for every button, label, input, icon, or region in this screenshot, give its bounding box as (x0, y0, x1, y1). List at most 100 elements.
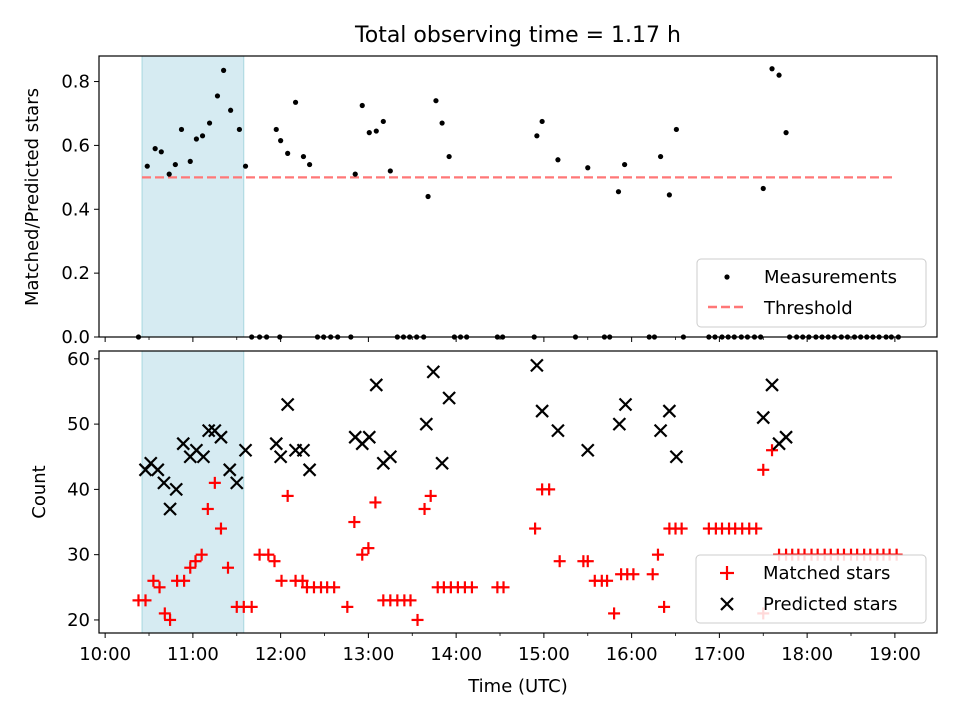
top-y-tick-label: 0.6 (61, 135, 90, 156)
measurement-point (425, 193, 431, 200)
predicted-star-marker (435, 456, 449, 471)
measurement-point (172, 161, 178, 168)
measurement-point (278, 138, 284, 144)
predicted-star-marker-b (169, 482, 183, 497)
measurement-point (555, 157, 561, 163)
predicted-star-marker-b (143, 456, 158, 471)
predicted-star-marker (426, 365, 441, 379)
measurement-point (221, 67, 227, 73)
predicted-star-marker-b (612, 417, 627, 431)
bottom-x-ticks: 10:00 11:00 12:00 13:00 14:00 15:00 16:00 17:00… (79, 633, 921, 665)
bottom-y-ticks: 20 30 40 50 60 (67, 349, 99, 631)
predicted-star-marker-b (618, 397, 633, 412)
measurement-point (366, 130, 372, 136)
measurement-point (622, 161, 628, 168)
matched-star-marker (627, 568, 640, 581)
top-shaded-span (141, 55, 245, 338)
x-axis-label: Time (UTC) (467, 676, 568, 697)
measurement-point (193, 136, 200, 142)
measurement-point (306, 161, 313, 168)
measurement-point (285, 150, 291, 156)
measurement-point (352, 171, 358, 177)
predicted-star-marker (273, 449, 288, 464)
matched-star-marker (497, 581, 510, 594)
predicted-star-marker-b (580, 443, 595, 458)
bottom-y-tick-label: 60 (67, 349, 90, 370)
predicted-star-marker-b (348, 430, 363, 444)
predicted-star-marker-b (222, 463, 237, 477)
measurement-point (433, 98, 439, 104)
matched-star-marker (658, 600, 671, 613)
predicted-star-marker-b (229, 476, 244, 490)
predicted-star-marker (214, 430, 228, 444)
predicted-star-marker-b (426, 365, 441, 379)
predicted-star-marker-b (151, 463, 165, 477)
predicted-star-marker (196, 449, 211, 464)
measurement-point (187, 158, 193, 164)
predicted-star-marker-b (238, 443, 253, 458)
matched-star-marker (529, 522, 542, 535)
predicted-star-marker (530, 358, 544, 373)
measurement-point (387, 168, 393, 174)
predicted-star-marker-b (269, 436, 284, 451)
measurement-point (615, 189, 622, 195)
predicted-star-marker (442, 391, 456, 405)
measurement-point (534, 133, 540, 139)
predicted-star-marker-b (296, 443, 311, 458)
predicted-star-marker-b (273, 449, 288, 464)
predicted-star-marker-b (765, 378, 779, 392)
top-y-tick-label: 0.4 (61, 199, 90, 220)
bottom-x-tick-label: 10:00 (79, 644, 131, 665)
matched-star-marker (245, 600, 258, 613)
matched-star-marker (465, 581, 478, 594)
measurement-point (439, 120, 445, 126)
measurement-point (178, 126, 185, 133)
measurement-point (776, 72, 782, 78)
bottom-y-tick-label: 40 (67, 479, 90, 500)
matched-star-marker (268, 555, 281, 568)
bottom-y-tick-label: 30 (67, 545, 90, 566)
predicted-star-marker-b (214, 430, 228, 444)
measurement-point (206, 120, 213, 126)
predicted-star-marker (662, 404, 677, 418)
matched-star-marker (424, 489, 437, 502)
bottom-x-tick-label: 16:00 (606, 644, 658, 665)
top-y-tick-label: 0.8 (61, 72, 90, 93)
matched-star-marker (757, 463, 770, 476)
predicted-star-marker (163, 502, 177, 516)
measurement-point (373, 128, 379, 134)
matched-star-marker (221, 561, 234, 574)
predicted-star-marker-b (419, 417, 434, 431)
predicted-star-marker (362, 430, 377, 444)
predicted-star-marker (238, 443, 253, 458)
chart-title: Total observing time = 1.17 h (354, 23, 681, 48)
matched-star-marker (201, 502, 214, 515)
predicted-star-marker-b (201, 423, 216, 438)
matched-star-marker (369, 496, 382, 509)
matched-star-marker (328, 581, 341, 594)
predicted-star-marker-b (669, 449, 684, 464)
measurement-point (760, 185, 766, 192)
predicted-star-marker (296, 443, 311, 458)
predicted-star-marker-b (208, 423, 222, 438)
matched-star-marker (262, 548, 275, 561)
predicted-star-marker-b (530, 358, 544, 373)
predicted-star-marker-b (362, 430, 377, 444)
bottom-x-tick-label: 12:00 (255, 644, 307, 665)
predicted-star-marker-b (369, 378, 384, 392)
matched-star-marker (766, 444, 779, 457)
bottom-x-tick-label: 17:00 (693, 644, 745, 665)
matched-legend-marker (720, 566, 734, 580)
measurement-point (380, 118, 386, 125)
predicted-star-marker-b (196, 449, 211, 464)
measurement-point (673, 126, 679, 133)
matched-star-marker (296, 574, 309, 587)
matched-star-marker (356, 548, 369, 561)
predicted-star-marker (369, 378, 384, 392)
predicted-star-marker (535, 404, 549, 418)
predicted-star-marker (779, 430, 793, 444)
matched-star-marker (362, 542, 375, 555)
predicted-star-marker (269, 436, 284, 451)
measurement-point (236, 126, 242, 133)
top-axes-frame (98, 55, 938, 338)
